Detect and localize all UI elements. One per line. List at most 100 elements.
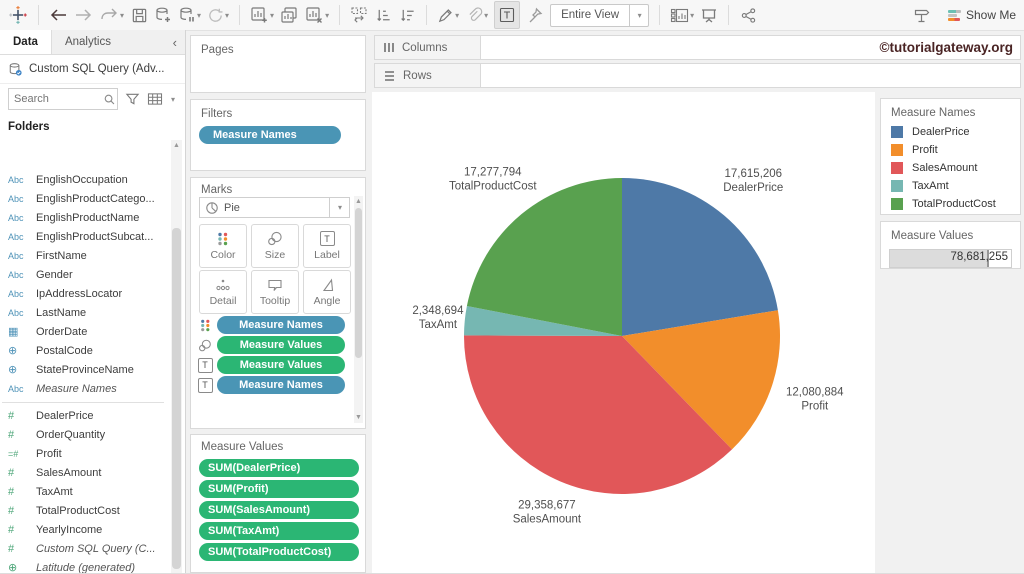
sort-descending-button[interactable] xyxy=(398,3,416,27)
new-worksheet-button[interactable]: ▾ xyxy=(250,3,274,27)
field-item[interactable]: ▦ OrderDate xyxy=(0,322,172,341)
tab-analytics[interactable]: Analytics xyxy=(64,36,111,48)
field-item[interactable]: # TaxAmt xyxy=(0,482,172,501)
field-item[interactable]: # TotalProductCost xyxy=(0,501,172,520)
legend-item[interactable]: TotalProductCost xyxy=(881,195,1020,213)
search-box[interactable] xyxy=(8,88,118,110)
view-options-caret-icon[interactable]: ▾ xyxy=(171,94,176,104)
marks-pill[interactable]: Measure Names xyxy=(217,376,345,394)
measure-values-pill[interactable]: SUM(TotalProductCost) xyxy=(199,543,359,561)
group-caret-icon[interactable]: ▾ xyxy=(484,10,489,20)
marks-pill[interactable]: Measure Values xyxy=(217,356,345,374)
fit-view-caret-icon[interactable]: ▾ xyxy=(629,4,648,26)
redo-caret-icon[interactable]: ▾ xyxy=(120,10,125,20)
field-item[interactable]: Abc Measure Names xyxy=(0,379,172,398)
marks-scrollbar[interactable]: ▲ ▼ xyxy=(354,196,363,423)
run-update-caret-icon[interactable]: ▾ xyxy=(225,10,230,20)
field-item[interactable]: Abc EnglishProductCatego... xyxy=(0,189,172,208)
field-item[interactable]: ⊕ StateProvinceName xyxy=(0,360,172,379)
highlight-button[interactable]: ▾ xyxy=(437,3,459,27)
field-item[interactable]: Abc EnglishProductSubcat... xyxy=(0,227,172,246)
clear-sheet-button[interactable]: ▾ xyxy=(305,3,329,27)
collapse-pane-icon[interactable]: ‹ xyxy=(172,34,177,50)
field-item[interactable]: # OrderQuantity xyxy=(0,425,172,444)
show-mark-labels-button[interactable] xyxy=(494,1,521,29)
label-button[interactable]: T Label xyxy=(303,224,351,268)
show-me-button[interactable]: Show Me xyxy=(947,8,1016,22)
fields-scroll-thumb[interactable] xyxy=(172,228,181,569)
swap-rows-columns-button[interactable] xyxy=(350,3,368,27)
field-item[interactable]: Abc IpAddressLocator xyxy=(0,284,172,303)
measure-values-pill[interactable]: SUM(Profit) xyxy=(199,480,359,498)
run-update-button[interactable]: ▾ xyxy=(207,3,229,27)
field-item[interactable]: ⊕ PostalCode xyxy=(0,341,172,360)
group-members-button[interactable]: ▾ xyxy=(465,3,488,27)
filter-pill-measure-names[interactable]: Measure Names xyxy=(199,126,341,144)
sort-ascending-button[interactable] xyxy=(374,3,392,27)
field-item[interactable]: ⊕ Latitude (generated) xyxy=(0,558,172,574)
datasource-item[interactable]: Custom SQL Query (Adv... xyxy=(0,55,185,84)
save-button[interactable] xyxy=(130,3,148,27)
mark-type-caret-icon[interactable]: ▾ xyxy=(329,198,349,217)
mark-type-select[interactable]: Pie ▾ xyxy=(199,197,350,218)
fit-view-select[interactable]: Entire View ▾ xyxy=(550,3,650,27)
pie-slice-DealerPrice[interactable] xyxy=(622,178,778,336)
pause-auto-updates-button[interactable]: ▾ xyxy=(178,3,201,27)
presentation-mode-button[interactable] xyxy=(700,3,718,27)
measure-values-slider[interactable]: 78,681,255 xyxy=(889,249,1012,268)
filter-funnel-icon[interactable] xyxy=(125,92,140,106)
pie-slice-TotalProductCost[interactable] xyxy=(466,178,622,336)
pie-slice-SalesAmount[interactable] xyxy=(463,335,732,494)
legend-item[interactable]: DealerPrice xyxy=(881,123,1020,141)
field-item[interactable]: Abc EnglishOccupation xyxy=(0,170,172,189)
pause-caret-icon[interactable]: ▾ xyxy=(197,10,202,20)
scroll-up-icon[interactable]: ▲ xyxy=(355,198,362,205)
tab-data[interactable]: Data xyxy=(0,30,52,54)
redo-button[interactable]: ▾ xyxy=(99,3,124,27)
field-item[interactable]: Abc EnglishProductName xyxy=(0,208,172,227)
field-item[interactable]: Abc LastName xyxy=(0,303,172,322)
field-item[interactable]: # Custom SQL Query (C... xyxy=(0,539,172,558)
pie-slice-Profit[interactable] xyxy=(622,310,781,450)
rows-shelf[interactable] xyxy=(480,63,1021,88)
marks-pill[interactable]: Measure Names xyxy=(217,316,345,334)
search-input[interactable] xyxy=(9,93,103,105)
detail-button[interactable]: Detail xyxy=(199,270,247,314)
pie-slice-TaxAmt[interactable] xyxy=(464,306,622,336)
show-hide-cards-button[interactable]: ▾ xyxy=(670,3,694,27)
scroll-down-icon[interactable]: ▼ xyxy=(355,414,362,421)
scroll-up-icon[interactable]: ▲ xyxy=(173,142,180,149)
measure-values-pill[interactable]: SUM(SalesAmount) xyxy=(199,501,359,519)
field-item[interactable]: =# Profit xyxy=(0,444,172,463)
field-item[interactable]: # YearlyIncome xyxy=(0,520,172,539)
new-worksheet-caret-icon[interactable]: ▾ xyxy=(270,10,275,20)
share-button[interactable] xyxy=(739,3,757,27)
measure-values-pill[interactable]: SUM(DealerPrice) xyxy=(199,459,359,477)
highlight-caret-icon[interactable]: ▾ xyxy=(455,10,460,20)
field-item[interactable]: Abc Gender xyxy=(0,265,172,284)
marks-pill[interactable]: Measure Values xyxy=(217,336,345,354)
view-options-icon[interactable] xyxy=(147,92,163,106)
tooltip-signpost-icon[interactable] xyxy=(912,3,932,27)
marks-scroll-thumb[interactable] xyxy=(355,208,362,358)
color-button[interactable]: Color xyxy=(199,224,247,268)
angle-button[interactable]: Angle xyxy=(303,270,351,314)
field-item[interactable]: # SalesAmount xyxy=(0,463,172,482)
clear-sheet-caret-icon[interactable]: ▾ xyxy=(325,10,330,20)
fields-scrollbar[interactable]: ▲ xyxy=(171,140,182,573)
duplicate-sheet-button[interactable] xyxy=(280,3,299,27)
tooltip-button[interactable]: Tooltip xyxy=(251,270,299,314)
cards-caret-icon[interactable]: ▾ xyxy=(690,10,695,20)
legend-item[interactable]: SalesAmount xyxy=(881,159,1020,177)
new-data-source-button[interactable] xyxy=(154,3,172,27)
field-item[interactable]: Abc FirstName xyxy=(0,246,172,265)
back-button[interactable] xyxy=(49,3,68,27)
legend-item[interactable]: TaxAmt xyxy=(881,177,1020,195)
size-button[interactable]: Size xyxy=(251,224,299,268)
forward-button[interactable] xyxy=(74,3,93,27)
legend-item[interactable]: Profit xyxy=(881,141,1020,159)
fix-axes-button[interactable] xyxy=(526,3,544,27)
field-item[interactable]: # DealerPrice xyxy=(0,406,172,425)
columns-shelf[interactable]: ©tutorialgateway.org xyxy=(480,35,1021,60)
measure-values-pill[interactable]: SUM(TaxAmt) xyxy=(199,522,359,540)
